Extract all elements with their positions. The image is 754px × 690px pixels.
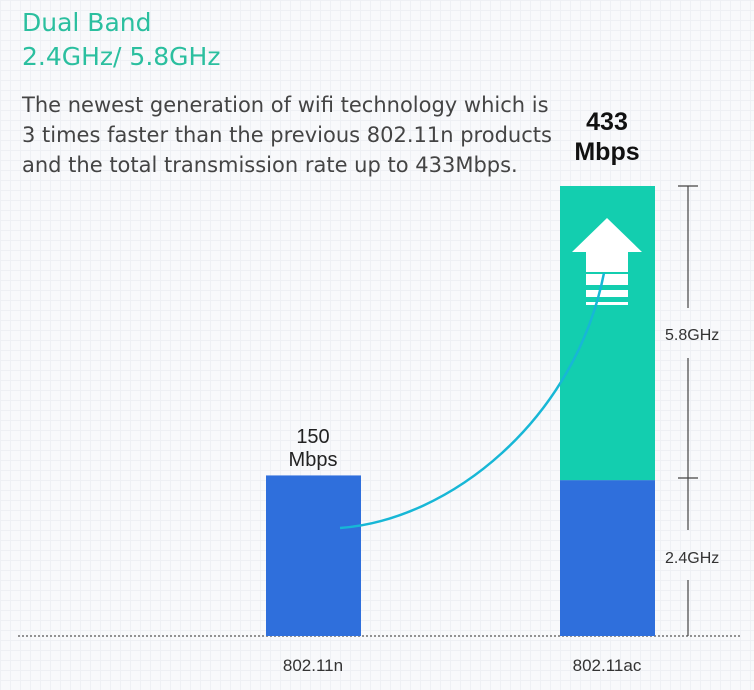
title-frequencies: 2.4GHz/ 5.8GHz: [22, 42, 221, 71]
value-label-802.11ac-number: 433: [586, 108, 628, 136]
value-label-802.11n-unit: Mbps: [289, 449, 338, 471]
value-label-802.11n-number: 150: [296, 426, 329, 448]
bar-802.11n-2.4GHz: [266, 475, 361, 636]
band-label-5.8ghz: 5.8GHz: [665, 327, 719, 344]
title-dual-band: Dual Band: [22, 8, 152, 37]
category-label-802.11n: 802.11n: [283, 656, 343, 675]
bar-802.11ac-2.4GHz: [560, 480, 655, 636]
description: The newest generation of wifi technology…: [22, 93, 552, 177]
band-axis: [678, 185, 698, 636]
up-arrow-icon: [572, 218, 642, 305]
growth-curve: [339, 272, 606, 530]
value-label-802.11ac-unit: Mbps: [574, 138, 639, 166]
category-label-802.11ac: 802.11ac: [573, 656, 642, 675]
band-label-2.4ghz: 2.4GHz: [665, 550, 719, 567]
